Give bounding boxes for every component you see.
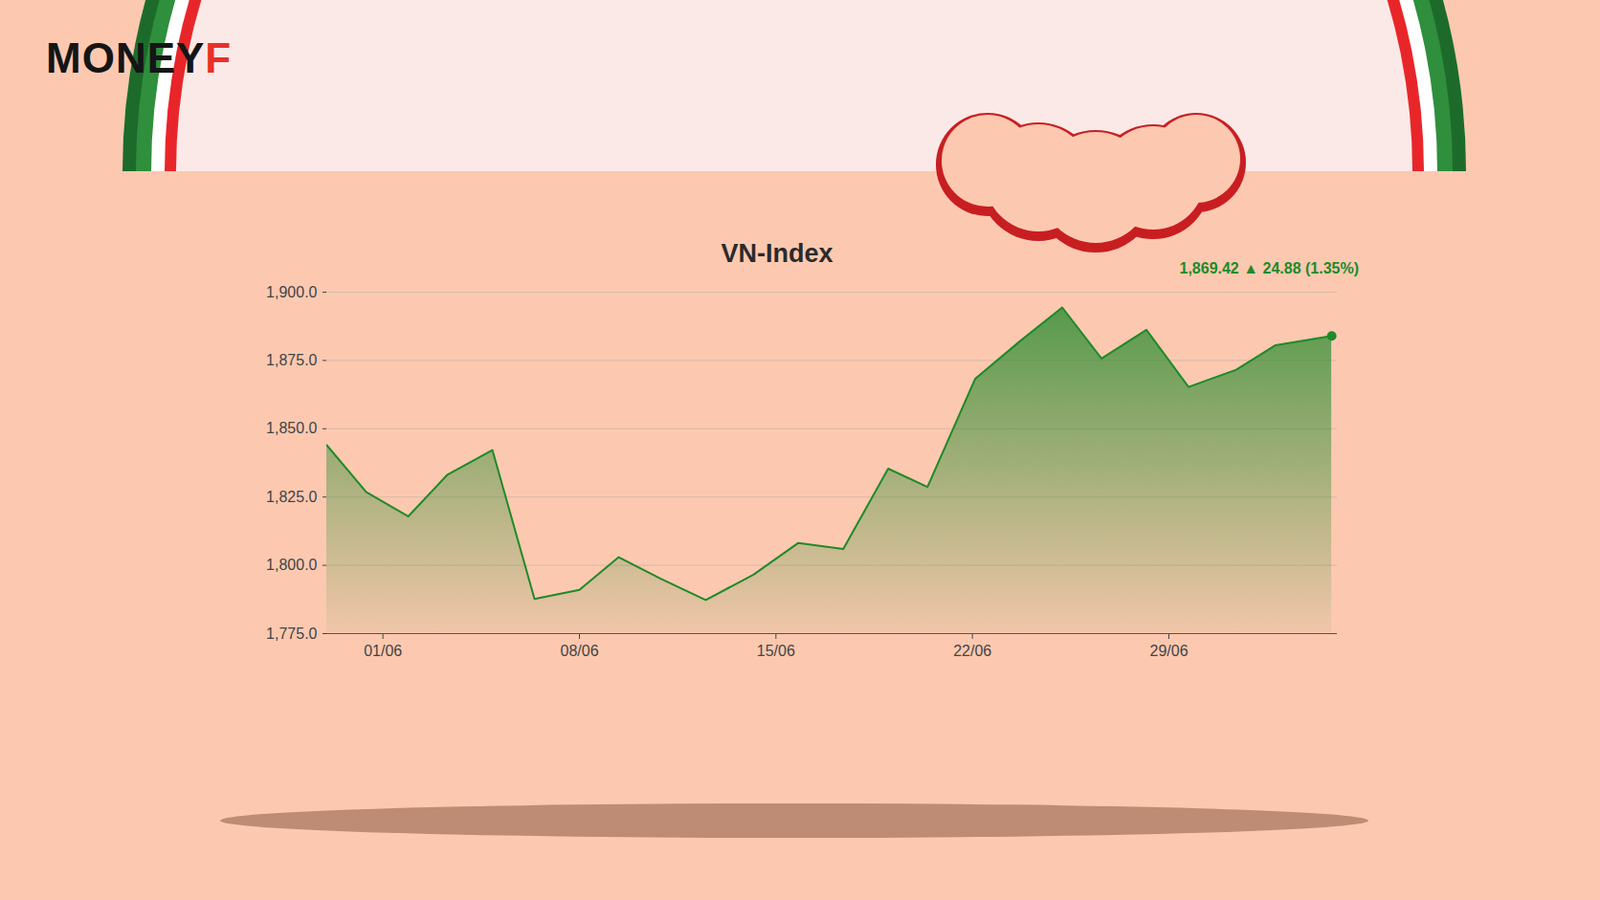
svg-text:15/06: 15/06 xyxy=(756,643,796,660)
svg-text:1,800.0: 1,800.0 xyxy=(266,556,317,574)
svg-text:1,900.0: 1,900.0 xyxy=(266,284,317,301)
html-text:VN-Index: VN-Index xyxy=(721,239,834,268)
svg-text:1,775.0: 1,775.0 xyxy=(266,625,317,643)
svg-text:1,850.0: 1,850.0 xyxy=(266,420,317,437)
svg-text:08/06: 08/06 xyxy=(559,643,599,660)
svg-text:01/06: 01/06 xyxy=(363,643,402,660)
svg-text:1,875.0: 1,875.0 xyxy=(266,352,317,369)
svg-text:22/06: 22/06 xyxy=(953,643,992,660)
svg-text:1,825.0: 1,825.0 xyxy=(266,488,317,506)
html-text:MONEY F: MONEY F xyxy=(45,34,232,82)
html-text:1,869.42 ▲ 24.88 (1.35%): 1,869.42 ▲ 24.88 (1.35%) xyxy=(1179,260,1359,277)
svg-text:29/06: 29/06 xyxy=(1149,643,1188,660)
